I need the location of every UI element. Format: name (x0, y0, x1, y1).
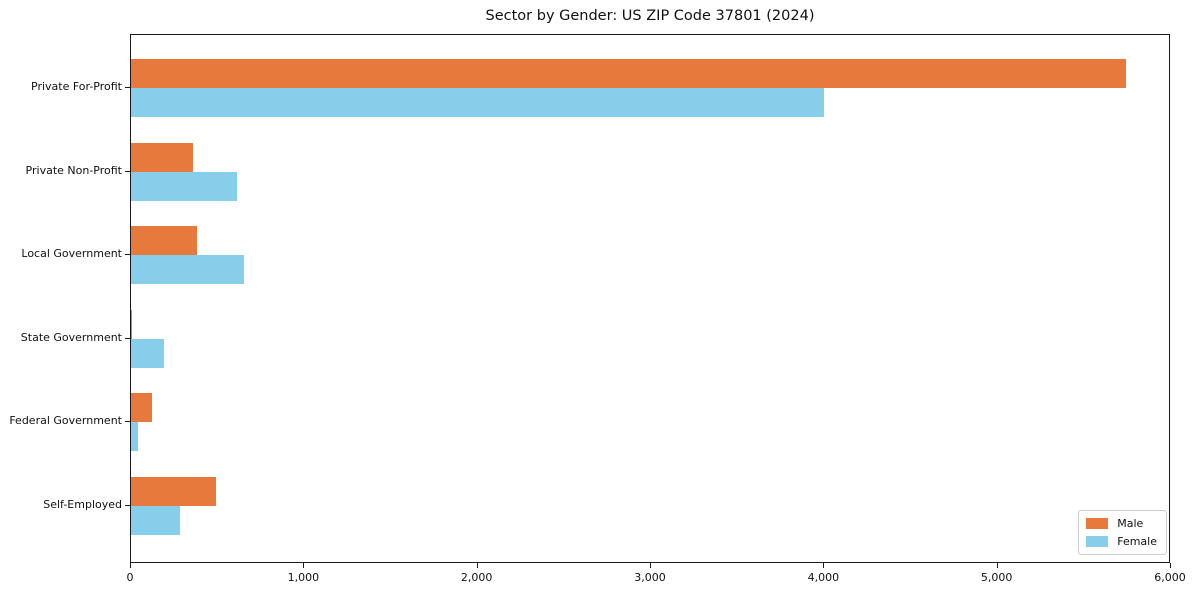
xtick-label-1000: 1,000 (287, 571, 320, 584)
bar-female-state-government (131, 338, 164, 368)
bar-female-local-government (131, 255, 244, 285)
ytick-federal-government (125, 421, 130, 423)
xtick-2000 (476, 563, 478, 568)
bar-male-federal-government (131, 393, 152, 423)
legend-item-male: Male (1086, 517, 1157, 530)
bar-male-private-for-profit (131, 59, 1126, 88)
ytick-self-employed (125, 505, 130, 506)
ytick-state-government (125, 337, 130, 339)
bar-male-state-government (131, 309, 133, 339)
xtick-label-6000: 6,000 (1154, 571, 1186, 584)
legend-item-female: Female (1086, 535, 1157, 548)
plot-area: Male Female (130, 34, 1170, 563)
bar-male-local-government (131, 226, 197, 256)
ytick-label-local-government: Local Government (21, 247, 122, 261)
xtick-5000 (996, 563, 998, 568)
legend-swatch-female (1086, 536, 1109, 547)
ytick-label-state-government: State Government (20, 330, 122, 344)
chart-title: Sector by Gender: US ZIP Code 37801 (202… (485, 8, 815, 24)
xtick-label-5000: 5,000 (980, 571, 1013, 584)
xtick-label-4000: 4,000 (807, 571, 840, 584)
bar-female-private-non-profit (131, 171, 237, 201)
xtick-0 (130, 563, 131, 568)
bar-female-federal-government (131, 422, 138, 452)
ytick-label-private-for-profit: Private For-Profit (31, 80, 122, 93)
bar-female-self-employed (131, 506, 180, 535)
bar-female-private-for-profit (131, 88, 825, 117)
xtick-4000 (823, 563, 825, 568)
xtick-label-3000: 3,000 (634, 571, 666, 584)
ytick-label-self-employed: Self-Employed (43, 498, 122, 511)
legend-label-male: Male (1117, 517, 1144, 530)
ytick-label-federal-government: Federal Government (9, 414, 122, 428)
ytick-local-government (125, 254, 130, 256)
ytick-private-non-profit (125, 170, 130, 172)
xtick-3000 (650, 563, 651, 568)
xtick-1000 (303, 563, 305, 568)
legend-swatch-male (1086, 518, 1109, 529)
xtick-label-2000: 2,000 (460, 571, 493, 584)
bar-male-private-non-profit (131, 142, 194, 172)
xtick-6000 (1170, 563, 1171, 568)
legend-label-female: Female (1117, 535, 1157, 548)
xtick-label-0: 0 (126, 571, 134, 584)
ytick-label-private-non-profit: Private Non-Profit (25, 163, 122, 177)
bar-male-self-employed (131, 477, 216, 506)
legend: Male Female (1078, 510, 1167, 555)
ytick-private-for-profit (125, 87, 130, 88)
